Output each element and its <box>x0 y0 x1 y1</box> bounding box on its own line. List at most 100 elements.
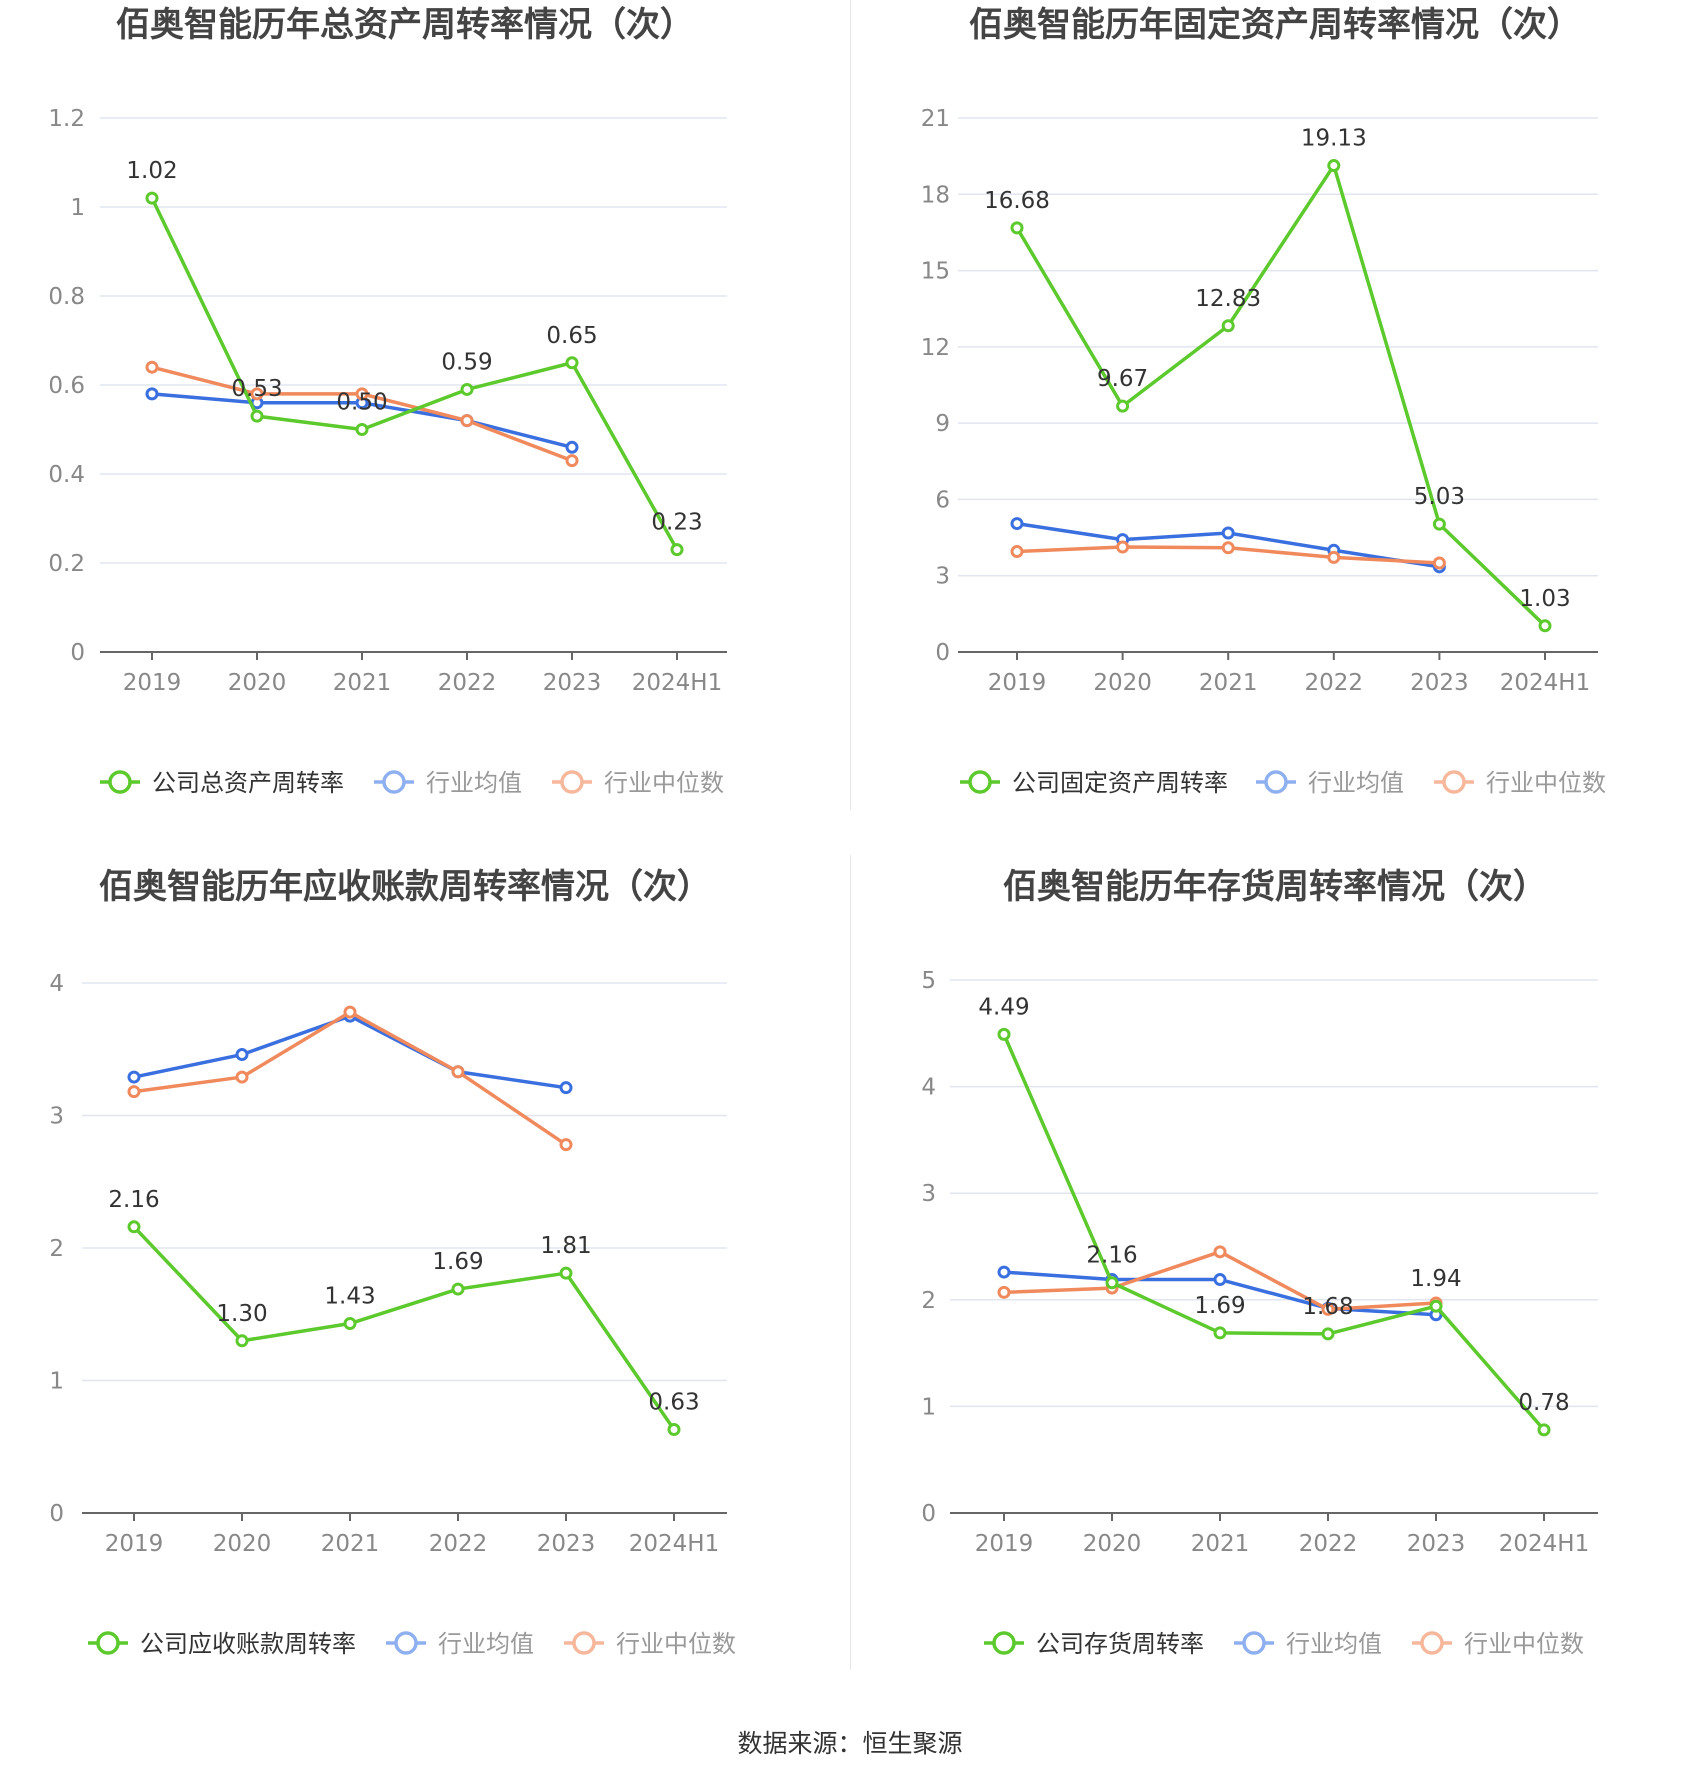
series-line-company <box>1015 163 1547 628</box>
x-tick-label: 2022 <box>1305 670 1364 696</box>
x-tick-label: 2019 <box>105 1531 164 1557</box>
data-point-median <box>559 1138 573 1152</box>
legend-item-average[interactable]: 行业均值 <box>1234 1630 1382 1658</box>
data-point-company <box>1116 399 1130 413</box>
data-point-company <box>565 356 579 370</box>
y-tick-label: 3 <box>921 1181 936 1207</box>
x-tick-label: 2019 <box>975 1531 1034 1557</box>
series-line-company <box>132 1225 676 1431</box>
legend-label: 行业中位数 <box>604 769 724 797</box>
data-label: 4.49 <box>978 994 1029 1020</box>
legend-item-median[interactable]: 行业中位数 <box>1412 1630 1584 1658</box>
legend-marker <box>394 1631 418 1655</box>
y-tick-label: 0 <box>935 640 950 666</box>
data-point-company <box>1321 1327 1335 1341</box>
y-tick-label: 0 <box>921 1501 936 1527</box>
x-tick-label: 2023 <box>543 670 602 696</box>
y-tick-label: 21 <box>921 106 950 132</box>
y-tick-label: 0 <box>49 1501 64 1527</box>
y-tick-label: 0.8 <box>48 284 85 310</box>
legend-item-average[interactable]: 行业均值 <box>1256 769 1404 797</box>
data-label: 12.83 <box>1195 286 1261 312</box>
data-point-company <box>145 191 159 205</box>
y-tick-label: 1.2 <box>48 106 85 132</box>
data-label: 1.43 <box>324 1284 375 1310</box>
legend-item-median[interactable]: 行业中位数 <box>564 1630 736 1658</box>
data-point-median <box>1432 556 1446 570</box>
legend-marker <box>1264 770 1288 794</box>
data-point-company <box>1010 221 1024 235</box>
legend-item-average[interactable]: 行业均值 <box>386 1630 534 1658</box>
legend-item-average[interactable]: 行业均值 <box>374 769 522 797</box>
data-source-note: 数据来源：恒生聚源 <box>737 1729 963 1758</box>
data-point-median <box>460 414 474 428</box>
data-point-company <box>1538 619 1552 633</box>
data-point-median <box>1213 1245 1227 1259</box>
data-point-company <box>343 1317 357 1331</box>
data-point-company <box>1429 1299 1443 1313</box>
legend-marker <box>560 770 584 794</box>
x-tick-label: 2023 <box>1410 670 1469 696</box>
data-point-median <box>127 1085 141 1099</box>
legend-marker <box>968 770 992 794</box>
legend-item-company[interactable]: 公司总资产周转率 <box>100 769 344 797</box>
data-point-median <box>1327 550 1341 564</box>
x-tick-label: 2022 <box>438 670 497 696</box>
legend-marker <box>382 770 406 794</box>
series-line-company <box>1002 1033 1546 1432</box>
x-tick-label: 2021 <box>1191 1531 1250 1557</box>
legend-item-median[interactable]: 行业中位数 <box>1434 769 1606 797</box>
legend-item-company[interactable]: 公司应收账款周转率 <box>88 1630 356 1658</box>
y-tick-label: 0.4 <box>48 462 85 488</box>
data-point-average <box>1213 1273 1227 1287</box>
y-tick-label: 2 <box>921 1288 936 1314</box>
chart-panel-1: 佰奥智能历年总资产周转率情况（次） 0 0.2 0.4 0.6 0.8 1 1.2 2019 20… <box>48 5 727 797</box>
data-point-company <box>355 423 369 436</box>
legend-item-company[interactable]: 公司固定资产周转率 <box>960 769 1228 797</box>
x-tick-label: 2020 <box>1083 1531 1142 1557</box>
series-line-average <box>133 1014 567 1090</box>
data-label: 19.13 <box>1301 126 1367 152</box>
data-point-median <box>997 1285 1011 1299</box>
legend-marker <box>1420 1631 1444 1655</box>
y-tick-label: 3 <box>49 1104 64 1130</box>
data-point-median <box>355 387 369 401</box>
data-point-company <box>1105 1276 1119 1290</box>
data-point-median <box>1221 541 1235 555</box>
legend-item-company[interactable]: 公司存货周转率 <box>984 1630 1204 1658</box>
x-tick-label: 2024H1 <box>629 1531 719 1557</box>
x-tick-label: 2020 <box>1093 670 1152 696</box>
x-tick-label: 2020 <box>228 670 287 696</box>
data-label: 1.81 <box>540 1233 591 1259</box>
data-label: 2.16 <box>1086 1243 1137 1269</box>
legend-label: 行业中位数 <box>1486 769 1606 797</box>
y-tick-label: 18 <box>921 182 950 208</box>
x-tick-label: 2024H1 <box>1500 670 1590 696</box>
data-label: 1.69 <box>1194 1293 1245 1319</box>
data-label: 0.50 <box>336 390 387 416</box>
data-point-average <box>1221 526 1235 540</box>
legend-marker <box>96 1631 120 1655</box>
data-point-median <box>1321 1302 1335 1316</box>
data-point-company <box>1327 159 1341 173</box>
y-tick-label: 4 <box>49 971 64 997</box>
data-point-median <box>250 387 264 401</box>
y-tick-label: 1 <box>70 195 85 221</box>
data-label: 1.03 <box>1519 586 1570 612</box>
data-point-median <box>145 360 159 374</box>
x-tick-label: 2019 <box>988 670 1047 696</box>
data-label: 1.30 <box>216 1301 267 1327</box>
data-point-average <box>145 387 159 401</box>
legend-label: 行业中位数 <box>616 1630 736 1658</box>
x-tick-label: 2020 <box>213 1531 272 1557</box>
data-label: 1.94 <box>1410 1266 1461 1292</box>
legend-item-median[interactable]: 行业中位数 <box>552 769 724 797</box>
data-label: 0.63 <box>648 1390 699 1416</box>
vertical-divider-bottom <box>850 855 851 1670</box>
series-line-company <box>150 197 679 551</box>
data-point-company <box>1432 517 1446 531</box>
legend-label: 行业中位数 <box>1464 1630 1584 1658</box>
legend-label: 公司总资产周转率 <box>152 769 344 797</box>
